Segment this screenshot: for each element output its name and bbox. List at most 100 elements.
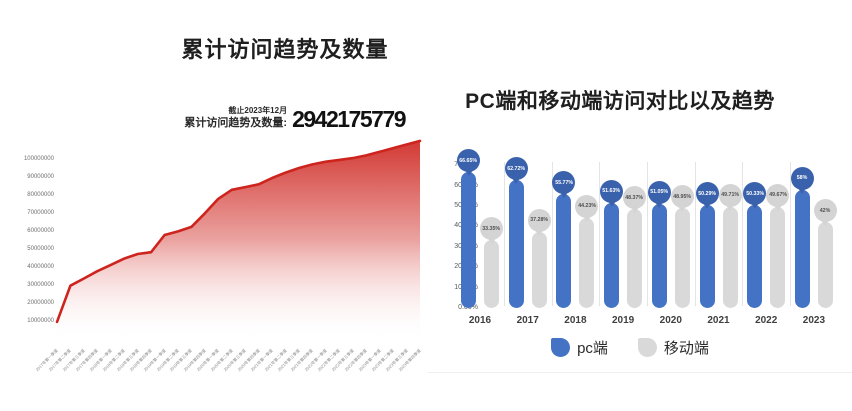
y-axis-label: 70000000 [27,209,54,216]
trend-line[interactable] [55,139,422,324]
legend-item-mobile[interactable]: 移动端 [637,337,709,358]
y-axis-label: 90000000 [27,173,54,180]
bubble-value: 55.77% [554,180,573,186]
bubble-tail [726,204,734,211]
year-label: 2018 [564,315,587,326]
group-separator-line [790,162,792,306]
bubble-value: 33.35% [482,225,501,232]
y-axis-label: 30000000 [27,282,54,289]
bubble-tail [630,207,639,214]
y-axis-label: 100000000 [23,155,54,162]
stat-labels: 截止2023年12月 累计访问趋势及数量: [184,106,287,131]
bubble-tail [607,200,616,207]
group-separator-line [599,162,601,306]
bubble-value: 37.28% [530,217,549,224]
area-chart-svg [55,139,422,340]
y-axis-label: 60000000 [27,227,54,234]
stat-asof-date: 截止2023年12月 [228,106,288,115]
cumulative-visits-stat: 截止2023年12月 累计访问趋势及数量: 2942175779 [184,106,406,131]
mobile-bar[interactable] [770,206,786,308]
pc-bar[interactable] [461,172,476,308]
bubble-value: 49.67% [768,192,787,198]
bubble-tail [821,220,830,227]
pc-bar[interactable] [508,180,524,308]
bubble-tail [487,238,496,244]
y-axis-label: 50000000 [27,246,54,252]
pc-bubble: 51.05% [647,180,671,204]
legend-item-pc[interactable]: pc端 [551,337,608,358]
pc-bubble: 50.29% [695,182,719,206]
bubble-tail [798,187,807,194]
bubble-value: 50.33% [745,191,764,197]
pc-bar[interactable] [794,189,810,308]
pc-bubble: 50.33% [743,182,767,206]
bubble-tail [703,203,711,210]
mobile-bubble: 44.23% [575,194,599,218]
mobile-bubble: 37.28% [527,208,551,232]
bubble-value: 50.29% [698,191,716,197]
left-chart-title: 累计访问趋势及数量 [181,37,389,62]
pc-bar[interactable] [651,203,667,308]
pc-bubble: 62.72% [504,157,528,181]
year-label: 2023 [802,315,826,326]
year-label: 2021 [707,315,730,326]
year-label: 2022 [755,315,778,326]
year-label: 2019 [611,315,635,326]
y-axis-label: 10000000 [27,318,54,325]
mobile-bubble: 49.67% [766,183,790,207]
mobile-bar[interactable] [579,217,595,308]
stat-label: 累计访问趋势及数量: [184,117,288,129]
mobile-bubble: 42% [813,199,837,223]
bubble-tail [559,192,568,199]
legend-swatch-icon [551,338,571,357]
mobile-bar[interactable] [674,208,690,308]
y-axis-label: 40000000 [27,264,54,271]
bubble-tail [773,204,782,211]
mobile-bar[interactable] [722,206,738,308]
pc-bubble: 51.63% [600,179,624,203]
bubble-value: 58% [797,175,808,181]
bubble-tail [535,229,544,236]
chart-legend: pc端 移动端 [430,337,830,358]
y-axis-label: 20000000 [27,300,54,307]
right-chart-title: PC端和移动端访问对比以及趋势 [465,90,775,113]
mobile-bubble: 48.37% [623,186,647,210]
legend-label: 移动端 [663,340,709,357]
pc-bubble: 66.65% [457,149,480,172]
pc-bar[interactable] [699,205,715,308]
bubble-value: 44.23% [577,203,596,209]
group-separator-line [646,162,648,306]
mobile-bar[interactable] [531,231,547,308]
bubble-tail [512,178,521,185]
year-label: 2016 [468,315,492,326]
bubble-tail [750,203,759,210]
bubble-value: 48.37% [625,195,644,201]
legend-swatch-icon [637,338,657,357]
pc-bar[interactable] [747,205,763,308]
bubble-value: 51.05% [650,189,669,196]
bubble-value: 66.65% [459,157,478,164]
mobile-bar[interactable] [627,209,643,308]
bubble-tail [678,206,687,213]
bottom-divider [428,372,852,373]
bubble-value: 51.63% [602,188,621,194]
mobile-bubble: 33.35% [480,217,503,240]
pc-bubble: 55.77% [552,171,576,195]
bubble-value: 48.95% [673,193,692,200]
pc-bar[interactable] [556,194,572,308]
bubble-value: 42% [820,208,831,214]
legend-label: pc端 [577,340,608,357]
area-fill [57,140,420,340]
group-separator-line [694,162,696,306]
mobile-bubble: 49.71% [718,183,742,207]
y-axis-label: 80000000 [27,191,54,198]
mobile-bar[interactable] [484,240,499,308]
pc-bar[interactable] [604,202,620,308]
mobile-bubble: 48.95% [670,185,694,209]
group-separator-line [742,162,744,306]
mobile-bar[interactable] [817,222,833,308]
year-label: 2017 [516,315,539,326]
bubble-value: 49.71% [721,192,739,198]
